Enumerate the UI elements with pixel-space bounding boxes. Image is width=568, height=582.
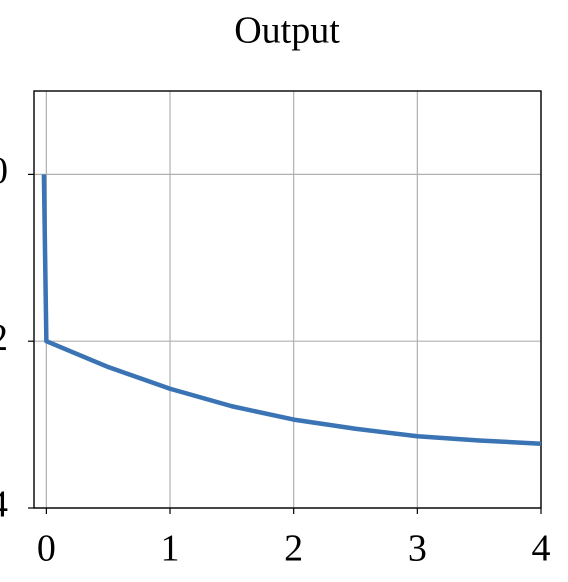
x-tick-label: 2 [284, 528, 303, 570]
chart-title: Output [234, 10, 340, 52]
y-tick-label: 0 [0, 150, 8, 192]
plot-frame [33, 90, 542, 509]
line-series [41, 174, 542, 447]
y-tick-label: -4 [0, 484, 8, 526]
y-tick-label: -2 [0, 317, 8, 359]
x-tick-label: 1 [161, 528, 180, 570]
x-tick-label: 4 [532, 528, 551, 570]
x-tick-label: 0 [37, 528, 56, 570]
x-tick-label: 3 [408, 528, 427, 570]
